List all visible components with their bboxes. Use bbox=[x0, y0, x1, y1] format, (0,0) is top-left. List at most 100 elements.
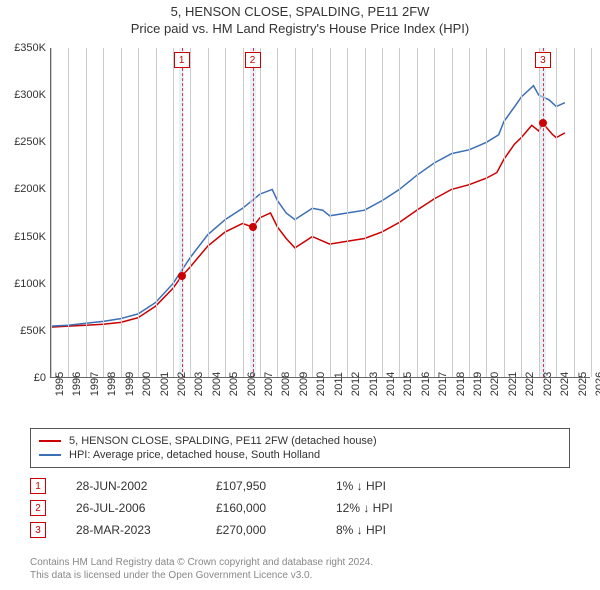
event-line bbox=[543, 48, 544, 377]
grid-vertical bbox=[574, 48, 575, 377]
chart-area: £0£50K£100K£150K£200K£250K£300K£350K 123… bbox=[0, 44, 600, 420]
sale-marker bbox=[539, 119, 547, 127]
legend-box: 5, HENSON CLOSE, SPALDING, PE11 2FW (det… bbox=[30, 428, 570, 468]
x-tick-label: 2019 bbox=[472, 372, 484, 396]
x-tick-label: 2006 bbox=[246, 372, 258, 396]
x-tick-label: 1999 bbox=[124, 372, 136, 396]
grid-vertical bbox=[138, 48, 139, 377]
grid-vertical bbox=[173, 48, 174, 377]
x-tick-label: 2015 bbox=[402, 372, 414, 396]
grid-vertical bbox=[121, 48, 122, 377]
series-hpi bbox=[51, 86, 565, 326]
grid-vertical bbox=[208, 48, 209, 377]
sales-row: 328-MAR-2023£270,0008% ↓ HPI bbox=[30, 522, 570, 538]
sales-diff: 12% ↓ HPI bbox=[336, 501, 570, 515]
footer-line-1: Contains HM Land Registry data © Crown c… bbox=[30, 556, 570, 569]
grid-vertical bbox=[434, 48, 435, 377]
grid-vertical bbox=[347, 48, 348, 377]
grid-vertical bbox=[365, 48, 366, 377]
grid-vertical bbox=[469, 48, 470, 377]
x-tick-label: 1996 bbox=[71, 372, 83, 396]
x-tick-label: 2017 bbox=[437, 372, 449, 396]
grid-vertical bbox=[86, 48, 87, 377]
x-tick-label: 2026 bbox=[594, 372, 600, 396]
sales-row: 2 26-JUL-2006£160,00012% ↓ HPI bbox=[30, 500, 570, 516]
x-tick-label: 2002 bbox=[176, 372, 188, 396]
x-tick-label: 2012 bbox=[350, 372, 362, 396]
grid-vertical bbox=[591, 48, 592, 377]
grid-vertical bbox=[521, 48, 522, 377]
x-tick-label: 2024 bbox=[559, 372, 571, 396]
legend-label: 5, HENSON CLOSE, SPALDING, PE11 2FW (det… bbox=[69, 435, 377, 447]
x-tick-label: 2009 bbox=[298, 372, 310, 396]
grid-vertical bbox=[504, 48, 505, 377]
callout-box: 2 bbox=[245, 52, 261, 68]
y-tick-label: £100K bbox=[14, 278, 46, 290]
sales-date: 26-JUL-2006 bbox=[76, 501, 216, 515]
x-tick-label: 2025 bbox=[577, 372, 589, 396]
y-tick-label: £300K bbox=[14, 89, 46, 101]
x-tick-label: 2021 bbox=[507, 372, 519, 396]
grid-vertical bbox=[103, 48, 104, 377]
grid-vertical bbox=[452, 48, 453, 377]
sales-diff: 8% ↓ HPI bbox=[336, 523, 570, 537]
grid-vertical bbox=[243, 48, 244, 377]
legend-label: HPI: Average price, detached house, Sout… bbox=[69, 449, 320, 461]
x-tick-label: 2016 bbox=[420, 372, 432, 396]
sales-row: 128-JUN-2002£107,9501% ↓ HPI bbox=[30, 478, 570, 494]
x-tick-label: 2001 bbox=[159, 372, 171, 396]
y-tick-label: £200K bbox=[14, 183, 46, 195]
x-tick-label: 1995 bbox=[54, 372, 66, 396]
grid-vertical bbox=[260, 48, 261, 377]
footer-attribution: Contains HM Land Registry data © Crown c… bbox=[30, 556, 570, 582]
title-address: 5, HENSON CLOSE, SPALDING, PE11 2FW bbox=[0, 4, 600, 19]
series-price_paid bbox=[51, 123, 565, 327]
sales-price: £160,000 bbox=[216, 501, 336, 515]
sales-date: 28-MAR-2023 bbox=[76, 523, 216, 537]
grid-vertical bbox=[486, 48, 487, 377]
sale-marker bbox=[249, 223, 257, 231]
y-tick-label: £350K bbox=[14, 42, 46, 54]
sales-table: 128-JUN-2002£107,9501% ↓ HPI226-JUL-2006… bbox=[30, 472, 570, 544]
legend-row: HPI: Average price, detached house, Sout… bbox=[39, 449, 561, 461]
x-tick-label: 2013 bbox=[368, 372, 380, 396]
x-tick-label: 2022 bbox=[524, 372, 536, 396]
x-tick-label: 2008 bbox=[280, 372, 292, 396]
sales-price: £107,950 bbox=[216, 479, 336, 493]
event-line bbox=[182, 48, 183, 377]
grid-vertical bbox=[417, 48, 418, 377]
x-tick-label: 2004 bbox=[211, 372, 223, 396]
footer-line-2: This data is licensed under the Open Gov… bbox=[30, 569, 570, 582]
sales-price: £270,000 bbox=[216, 523, 336, 537]
grid-vertical bbox=[312, 48, 313, 377]
y-axis-labels: £0£50K£100K£150K£200K£250K£300K£350K bbox=[0, 44, 50, 420]
legend-swatch bbox=[39, 454, 61, 456]
x-tick-label: 2000 bbox=[141, 372, 153, 396]
grid-vertical bbox=[156, 48, 157, 377]
grid-vertical bbox=[277, 48, 278, 377]
title-subtitle: Price paid vs. HM Land Registry's House … bbox=[0, 21, 600, 36]
grid-vertical bbox=[330, 48, 331, 377]
x-tick-label: 2010 bbox=[315, 372, 327, 396]
grid-vertical bbox=[225, 48, 226, 377]
x-tick-label: 1998 bbox=[106, 372, 118, 396]
sales-date: 28-JUN-2002 bbox=[76, 479, 216, 493]
x-tick-label: 2014 bbox=[385, 372, 397, 396]
grid-vertical bbox=[382, 48, 383, 377]
legend-row: 5, HENSON CLOSE, SPALDING, PE11 2FW (det… bbox=[39, 435, 561, 447]
x-tick-label: 2003 bbox=[193, 372, 205, 396]
chart-frame: 5, HENSON CLOSE, SPALDING, PE11 2FW Pric… bbox=[0, 0, 600, 590]
sales-index-box: 1 bbox=[30, 478, 46, 494]
y-tick-label: £0 bbox=[34, 372, 46, 384]
sales-index-box: 2 bbox=[30, 500, 46, 516]
callout-box: 3 bbox=[535, 52, 551, 68]
title-block: 5, HENSON CLOSE, SPALDING, PE11 2FW Pric… bbox=[0, 0, 600, 36]
grid-vertical bbox=[190, 48, 191, 377]
legend-swatch bbox=[39, 440, 61, 442]
y-tick-label: £250K bbox=[14, 136, 46, 148]
grid-vertical bbox=[399, 48, 400, 377]
x-tick-label: 2007 bbox=[263, 372, 275, 396]
grid-vertical bbox=[68, 48, 69, 377]
x-tick-label: 2005 bbox=[228, 372, 240, 396]
series-svg bbox=[51, 48, 591, 378]
